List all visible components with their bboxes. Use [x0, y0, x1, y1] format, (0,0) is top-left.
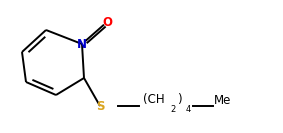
Text: O: O	[102, 16, 112, 28]
Text: (CH: (CH	[143, 93, 165, 107]
Text: N: N	[77, 38, 87, 51]
Text: S: S	[96, 99, 104, 113]
Text: 4: 4	[186, 105, 191, 113]
Text: 2: 2	[170, 105, 175, 113]
Text: Me: Me	[214, 93, 231, 107]
Text: ): )	[177, 93, 182, 107]
